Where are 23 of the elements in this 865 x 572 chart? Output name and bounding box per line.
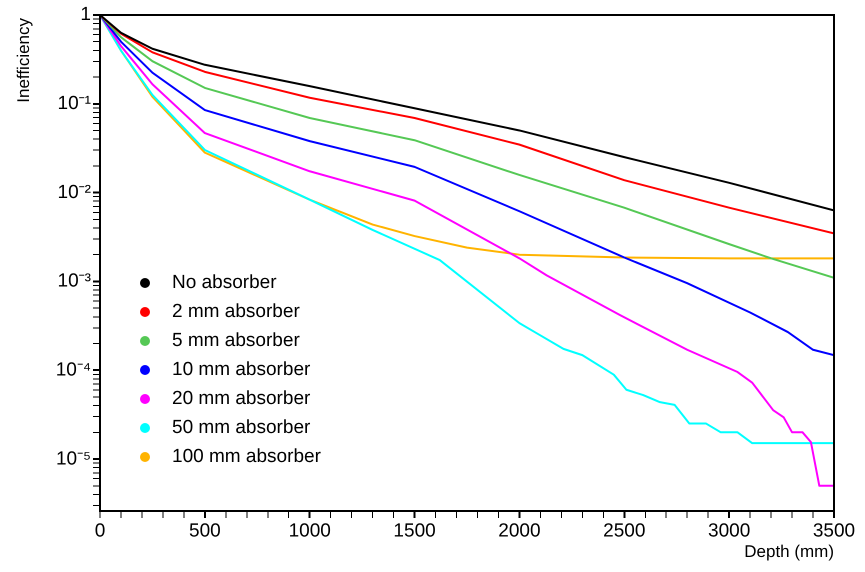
legend-label: 2 mm absorber [172,300,300,324]
x-tick-label: 1000 [288,520,331,542]
x-tick-label: 0 [94,520,106,542]
legend-label: No absorber [172,271,277,295]
x-tick-label: 1500 [393,520,436,542]
legend-label: 20 mm absorber [172,387,310,411]
x-axis-title: Depth (mm) [744,542,834,562]
y-tick-label: 1 [80,4,91,26]
y-tick-label: 10⁻⁴ [56,359,91,380]
y-tick-label: 10⁻⁵ [56,448,91,470]
y-axis-title: Inefficiency [14,18,34,103]
x-tick-label: 3500 [812,520,856,542]
x-tick-label: 500 [189,520,221,542]
legend-label: 5 mm absorber [172,329,300,353]
x-tick-label: 2500 [603,520,646,542]
y-tick-label: 10⁻³ [58,270,91,292]
x-tick-label: 2000 [498,520,541,542]
legend-label: 100 mm absorber [172,445,321,469]
y-tick-label: 10⁻² [58,182,91,203]
legend-label: 10 mm absorber [172,358,310,382]
x-tick-label: 3000 [708,520,750,542]
y-tick-label: 10⁻¹ [58,93,91,114]
legend-label: 50 mm absorber [172,416,310,440]
